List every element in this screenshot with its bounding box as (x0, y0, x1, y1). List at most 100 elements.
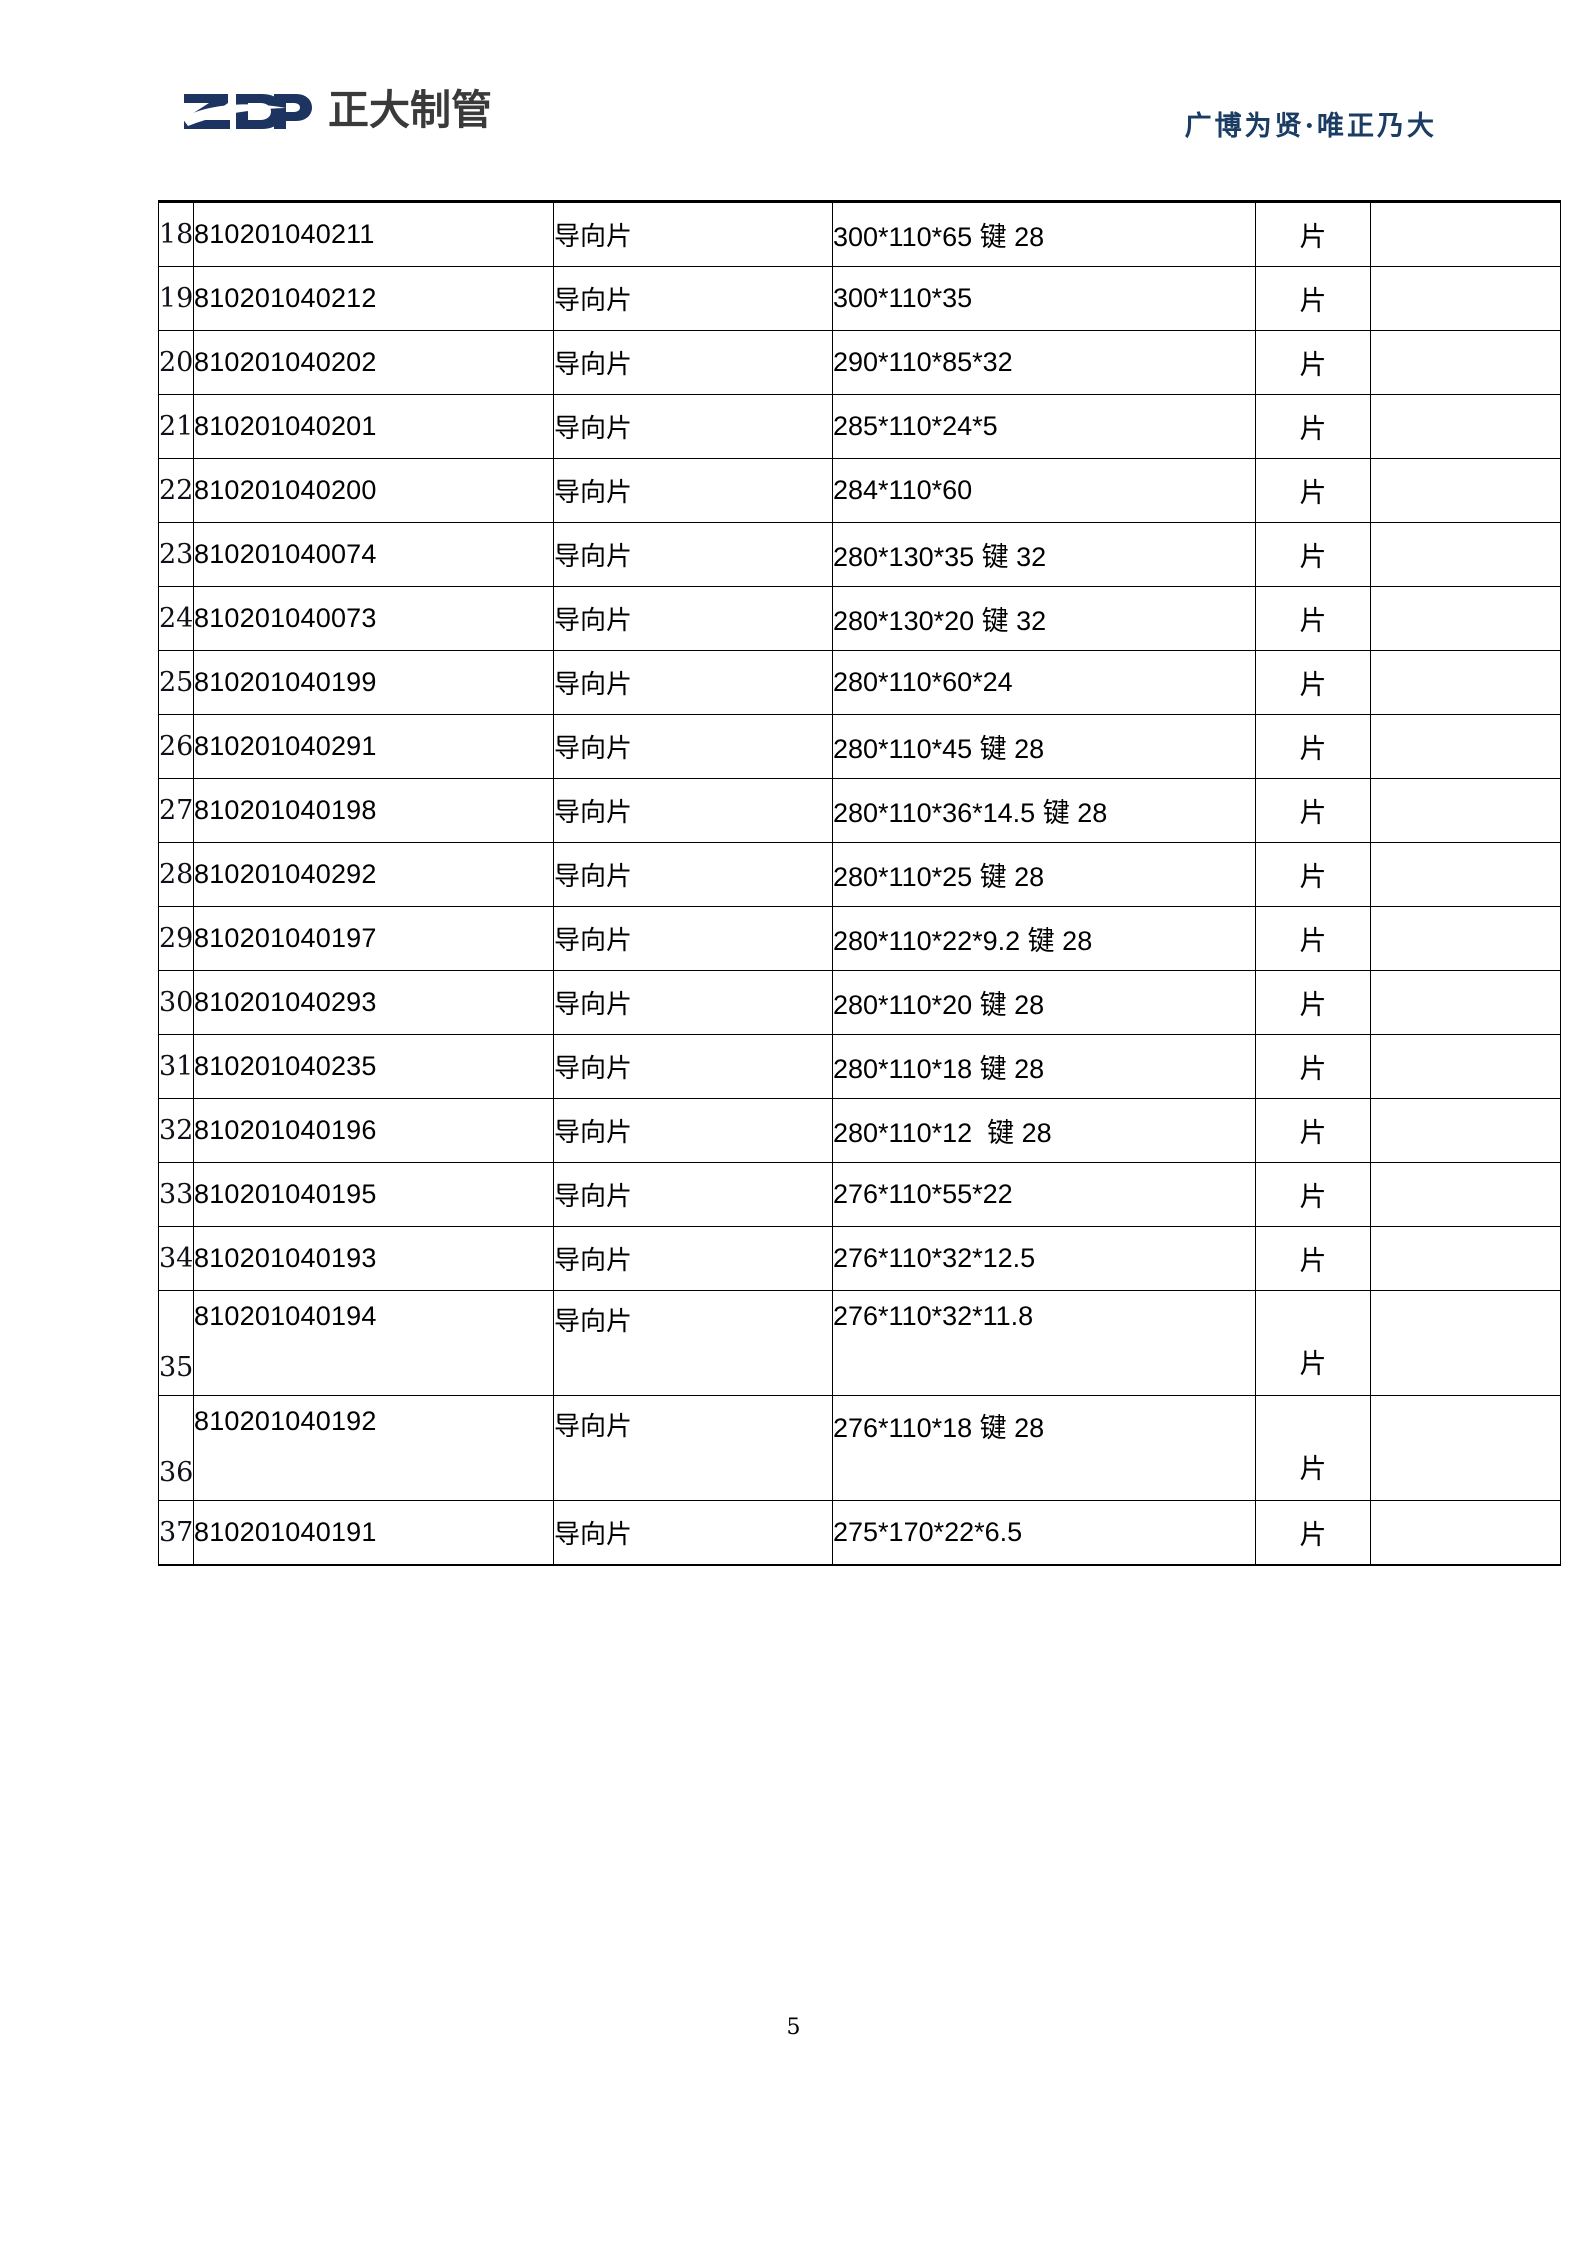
spec-cell: 280*110*20 键 28 (832, 970, 1256, 1035)
unit-cell: 片 (1255, 778, 1371, 843)
table-row: 22 810201040200 导向片 284*110*60 片 (158, 458, 1561, 523)
part-name-cell: 导向片 (553, 1290, 833, 1396)
part-code-cell: 810201040196 (193, 1098, 554, 1163)
part-name-cell: 导向片 (553, 586, 833, 651)
unit-cell: 片 (1255, 906, 1371, 971)
row-index-cell: 28 (158, 842, 194, 907)
row-index-cell: 34 (158, 1226, 194, 1291)
row-index-cell: 26 (158, 714, 194, 779)
unit-cell: 片 (1255, 842, 1371, 907)
part-code-cell: 810201040197 (193, 906, 554, 971)
part-name-cell: 导向片 (553, 266, 833, 331)
unit-cell: 片 (1255, 714, 1371, 779)
table-row: 20 810201040202 导向片 290*110*85*32 片 (158, 330, 1561, 395)
row-index-cell: 31 (158, 1034, 194, 1099)
unit-cell: 片 (1255, 330, 1371, 395)
part-code-cell: 810201040195 (193, 1162, 554, 1227)
spec-cell: 280*110*25 键 28 (832, 842, 1256, 907)
remark-cell (1370, 1226, 1561, 1291)
part-code-cell: 810201040194 (193, 1290, 554, 1396)
row-index-cell: 35 (158, 1290, 194, 1396)
table-row: 30 810201040293 导向片 280*110*20 键 28 片 (158, 970, 1561, 1035)
spec-cell: 280*110*60*24 (832, 650, 1256, 715)
unit-cell: 片 (1255, 522, 1371, 587)
zdp-logo-icon (182, 94, 312, 129)
remark-cell (1370, 714, 1561, 779)
remark-cell (1370, 1395, 1561, 1501)
spec-cell: 275*170*22*6.5 (832, 1500, 1256, 1566)
remark-cell (1370, 842, 1561, 907)
table-row: 34 810201040193 导向片 276*110*32*12.5 片 (158, 1226, 1561, 1291)
remark-cell (1370, 394, 1561, 459)
remark-cell (1370, 1162, 1561, 1227)
row-index-cell: 21 (158, 394, 194, 459)
part-code-cell: 810201040191 (193, 1500, 554, 1566)
remark-cell (1370, 522, 1561, 587)
unit-cell: 片 (1255, 1395, 1371, 1501)
unit-cell: 片 (1255, 586, 1371, 651)
table-row: 23 810201040074 导向片 280*130*35 键 32 片 (158, 522, 1561, 587)
remark-cell (1370, 266, 1561, 331)
document-header: 正大制管 广博为贤·唯正乃大 (0, 88, 1587, 158)
unit-cell: 片 (1255, 650, 1371, 715)
row-index-cell: 32 (158, 1098, 194, 1163)
spec-cell: 280*110*45 键 28 (832, 714, 1256, 779)
remark-cell (1370, 970, 1561, 1035)
spec-cell: 280*110*22*9.2 键 28 (832, 906, 1256, 971)
remark-cell (1370, 906, 1561, 971)
part-name-cell: 导向片 (553, 650, 833, 715)
company-logo: 正大制管 (182, 88, 492, 132)
row-index-cell: 18 (158, 200, 194, 267)
remark-cell (1370, 200, 1561, 267)
table-row: 29 810201040197 导向片 280*110*22*9.2 键 28 片 (158, 906, 1561, 971)
part-code-cell: 810201040291 (193, 714, 554, 779)
part-code-cell: 810201040200 (193, 458, 554, 523)
table-row: 35 810201040194 导向片 276*110*32*11.8 片 (158, 1290, 1561, 1396)
spec-cell: 280*130*35 键 32 (832, 522, 1256, 587)
remark-cell (1370, 1034, 1561, 1099)
remark-cell (1370, 330, 1561, 395)
spec-cell: 280*110*12 键 28 (832, 1098, 1256, 1163)
part-name-cell: 导向片 (553, 200, 833, 267)
row-index-cell: 36 (158, 1395, 194, 1501)
unit-cell: 片 (1255, 1034, 1371, 1099)
row-index-cell: 30 (158, 970, 194, 1035)
page-number: 5 (786, 2015, 801, 2040)
part-code-cell: 810201040198 (193, 778, 554, 843)
spec-cell: 276*110*32*11.8 (832, 1290, 1256, 1396)
part-code-cell: 810201040192 (193, 1395, 554, 1501)
part-code-cell: 810201040211 (193, 200, 554, 267)
part-name-cell: 导向片 (553, 394, 833, 459)
row-index-cell: 29 (158, 906, 194, 971)
part-code-cell: 810201040201 (193, 394, 554, 459)
part-code-cell: 810201040199 (193, 650, 554, 715)
row-index-cell: 37 (158, 1500, 194, 1566)
unit-cell: 片 (1255, 1098, 1371, 1163)
remark-cell (1370, 778, 1561, 843)
remark-cell (1370, 1500, 1561, 1566)
row-index-cell: 25 (158, 650, 194, 715)
part-code-cell: 810201040292 (193, 842, 554, 907)
part-name-cell: 导向片 (553, 522, 833, 587)
spec-cell: 276*110*32*12.5 (832, 1226, 1256, 1291)
part-name-cell: 导向片 (553, 778, 833, 843)
part-name-cell: 导向片 (553, 330, 833, 395)
table-row: 31 810201040235 导向片 280*110*18 键 28 片 (158, 1034, 1561, 1099)
table-row: 33 810201040195 导向片 276*110*55*22 片 (158, 1162, 1561, 1227)
part-code-cell: 810201040193 (193, 1226, 554, 1291)
table-row: 19 810201040212 导向片 300*110*35 片 (158, 266, 1561, 331)
part-code-cell: 810201040202 (193, 330, 554, 395)
table-row: 32 810201040196 导向片 280*110*12 键 28 片 (158, 1098, 1561, 1163)
remark-cell (1370, 586, 1561, 651)
row-index-cell: 19 (158, 266, 194, 331)
unit-cell: 片 (1255, 1500, 1371, 1566)
unit-cell: 片 (1255, 394, 1371, 459)
part-name-cell: 导向片 (553, 906, 833, 971)
spec-cell: 280*130*20 键 32 (832, 586, 1256, 651)
spec-cell: 300*110*35 (832, 266, 1256, 331)
part-code-cell: 810201040293 (193, 970, 554, 1035)
row-index-cell: 22 (158, 458, 194, 523)
part-code-cell: 810201040073 (193, 586, 554, 651)
part-name-cell: 导向片 (553, 842, 833, 907)
